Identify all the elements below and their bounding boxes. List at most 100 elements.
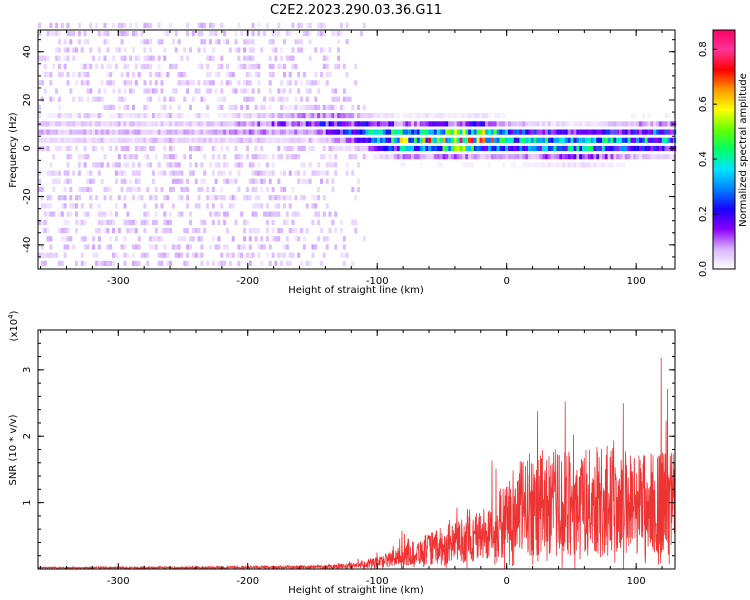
heatmap-cell: [143, 129, 147, 135]
heatmap-cell: [288, 252, 292, 258]
heatmap-cell: [428, 145, 432, 152]
heatmap-cell: [72, 72, 76, 78]
heatmap-cell: [237, 260, 241, 266]
heatmap-cell: [285, 154, 289, 160]
heatmap-cell: [254, 63, 258, 69]
heatmap-cell: [587, 154, 591, 160]
heatmap-cell: [325, 104, 329, 110]
heatmap-cell: [80, 129, 84, 135]
heatmap-cell: [439, 121, 443, 127]
heatmap-cell: [627, 137, 631, 143]
heatmap-cell: [191, 129, 195, 135]
heatmap-cell: [619, 154, 623, 160]
heatmap-cell: [573, 137, 577, 143]
heatmap-cell: [516, 121, 520, 127]
heatmap-cell: [120, 121, 124, 127]
heatmap-cell: [100, 211, 104, 217]
heatmap-cell: [180, 80, 184, 86]
heatmap-cell: [257, 121, 261, 127]
heatmap-cell: [169, 145, 172, 152]
heatmap-cell: [106, 129, 110, 135]
heatmap-cell: [132, 244, 135, 250]
heatmap-cell: [291, 22, 295, 28]
heatmap-cell: [359, 31, 363, 37]
heatmap-cell: [280, 88, 284, 94]
heatmap-cell: [365, 121, 369, 127]
heatmap-cell: [137, 178, 141, 184]
heatmap-cell: [624, 121, 628, 127]
heatmap-cell: [220, 22, 224, 28]
heatmap-cell: [112, 113, 116, 119]
heatmap-cell: [154, 211, 158, 217]
heatmap-cell: [320, 260, 323, 266]
heatmap-cell: [100, 145, 104, 152]
heatmap-cell: [354, 154, 358, 160]
heatmap-cell: [177, 252, 181, 258]
heatmap-cell: [328, 211, 332, 217]
heatmap-cell: [285, 96, 289, 102]
heatmap-cell: [416, 154, 420, 160]
heatmap-cell: [126, 80, 130, 86]
heatmap-cell: [49, 211, 53, 217]
heatmap-cell: [348, 96, 352, 102]
heatmap-cell: [83, 63, 87, 69]
heatmap-cell: [223, 244, 227, 250]
heatmap-cell: [134, 22, 138, 28]
heatmap-cell: [89, 22, 93, 28]
heatmap-cell: [496, 154, 500, 160]
heatmap-cell: [633, 121, 637, 127]
heatmap-cell: [308, 113, 312, 119]
heatmap-cell: [265, 186, 269, 193]
heatmap-cell: [382, 113, 386, 119]
heatmap-cell: [237, 121, 241, 127]
heatmap-cell: [129, 228, 133, 234]
heatmap-cell: [149, 39, 153, 45]
heatmap-cell: [143, 55, 147, 61]
heatmap-cell: [177, 195, 181, 201]
heatmap-cell: [120, 170, 124, 176]
heatmap-cell: [166, 260, 170, 266]
heatmap-cell: [169, 186, 172, 193]
heatmap-cell: [297, 113, 301, 119]
heatmap-cell: [502, 154, 506, 160]
heatmap-cell: [328, 72, 332, 78]
heatmap-cell: [240, 63, 244, 69]
heatmap-cell: [302, 178, 306, 184]
heatmap-cell: [260, 260, 264, 266]
heatmap-cell: [325, 178, 329, 184]
heatmap-cell: [508, 121, 511, 127]
heatmap-cell: [66, 154, 70, 160]
heatmap-cell: [456, 121, 460, 127]
heatmap-cell: [228, 47, 232, 53]
heatmap-cell: [69, 39, 73, 45]
heatmap-cell: [237, 154, 241, 160]
heatmap-cell: [593, 121, 597, 127]
heatmap-cell: [140, 219, 144, 225]
heatmap-cell: [251, 129, 255, 135]
heatmap-cell: [49, 121, 53, 127]
heatmap-cell: [510, 145, 514, 152]
heatmap-cell: [66, 219, 70, 225]
heatmap-cell: [448, 154, 452, 160]
heatmap-cell: [134, 186, 138, 193]
heatmap-cell: [146, 63, 150, 69]
heatmap-cell: [354, 145, 358, 152]
heatmap-cell: [288, 170, 292, 176]
heatmap-cell: [559, 129, 563, 135]
heatmap-cell: [402, 137, 406, 143]
heatmap-cell: [123, 63, 127, 69]
y-tick-label: 3: [22, 367, 33, 373]
heatmap-cell: [414, 145, 417, 152]
heatmap-cell: [371, 121, 375, 127]
heatmap-cell: [308, 137, 312, 143]
heatmap-cell: [100, 137, 104, 143]
heatmap-cell: [274, 195, 278, 201]
heatmap-cell: [49, 22, 53, 28]
heatmap-cell: [277, 178, 281, 184]
heatmap-cell: [77, 96, 81, 102]
heatmap-cell: [120, 31, 124, 37]
heatmap-cell: [43, 203, 47, 209]
heatmap-cell: [391, 113, 395, 119]
heatmap-cell: [311, 113, 315, 119]
heatmap-cell: [553, 154, 557, 160]
